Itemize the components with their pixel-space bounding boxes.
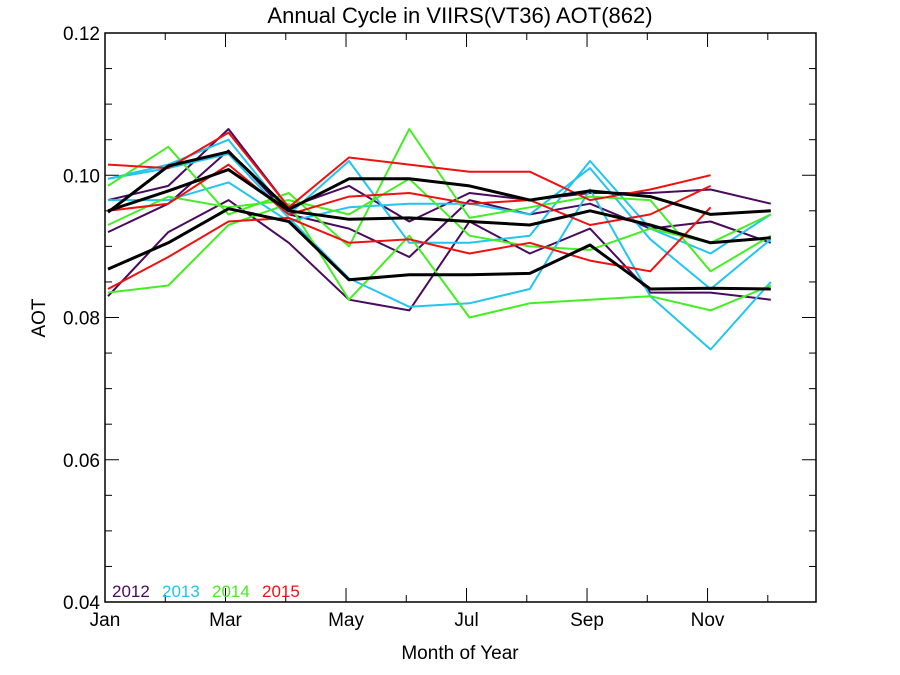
series-line-10 — [107, 131, 711, 209]
y-tick-label: 0.08 — [63, 309, 100, 330]
y-tick-label: 0.10 — [63, 166, 100, 187]
chart-title: Annual Cycle in VIIRS(VT36) AOT(862) — [267, 3, 652, 28]
series-line-15 — [107, 207, 771, 291]
y-axis-label: AOT — [29, 298, 50, 337]
x-tick-label: Nov — [691, 610, 725, 631]
series-line-6 — [107, 152, 772, 351]
series-line-8 — [107, 177, 772, 251]
series-line-14 — [107, 168, 771, 245]
legend: 2012 2013 2014 2015 — [112, 582, 300, 601]
y-tick-label: 0.06 — [63, 451, 100, 472]
x-axis-label: Month of Year — [401, 643, 519, 664]
y-tick-label: 0.04 — [63, 593, 100, 614]
legend-entry-2015: 2015 — [262, 582, 300, 601]
legend-entry-2013: 2013 — [162, 582, 200, 601]
y-tick-label: 0.12 — [63, 24, 100, 45]
series-line-12 — [107, 206, 712, 290]
x-tick-label: May — [328, 610, 364, 631]
series-lines — [107, 128, 772, 351]
series-line-4 — [107, 138, 772, 255]
tick-labels: Jan Mar May Jul Sep Nov 0.04 0.06 0.08 0.10 0.12 — [63, 24, 725, 631]
legend-entry-2012: 2012 — [112, 582, 150, 601]
axis-ticks — [104, 32, 816, 603]
series-line-3 — [107, 199, 771, 312]
x-tick-label: Jul — [454, 610, 478, 631]
x-tick-label: Jan — [90, 610, 121, 631]
series-line-13 — [107, 150, 771, 216]
plot-frame — [104, 32, 817, 603]
x-tick-label: Mar — [209, 610, 242, 631]
series-line-5 — [108, 167, 772, 290]
legend-entry-2014: 2014 — [212, 582, 250, 601]
series-line-9 — [107, 202, 772, 319]
series-line-7 — [107, 128, 772, 273]
x-tick-label: Sep — [570, 610, 604, 631]
